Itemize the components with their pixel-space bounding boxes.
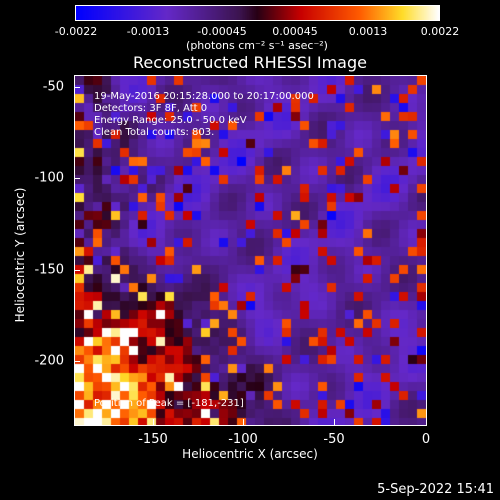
y-tick-mark <box>74 361 80 362</box>
y-tick-mark <box>74 178 80 179</box>
y-tick-mark <box>74 270 80 271</box>
info-detectors: Detectors: 3F 8F, Att 0 <box>94 103 208 114</box>
x-axis-label: Heliocentric X (arcsec) <box>182 447 318 461</box>
x-tick-mark <box>334 419 335 425</box>
info-energy-range: Energy Range: 25.0 - 50.0 keV <box>94 115 247 126</box>
rhessi-image <box>75 76 426 425</box>
x-tick-mark <box>243 419 244 425</box>
colorbar-units: (photons cm⁻² s⁻¹ asec⁻²) <box>186 39 328 52</box>
y-tick-label: -150 <box>34 262 64 278</box>
x-tick-label: -100 <box>228 432 258 447</box>
x-tick-mark <box>153 419 154 425</box>
colorbar-tick: 0.00045 <box>272 25 318 38</box>
y-axis-label: Heliocentric Y (arcsec) <box>13 187 27 323</box>
y-tick-label: -50 <box>42 79 64 95</box>
colorbar-tick: 0.0013 <box>348 25 388 38</box>
info-peak-position: Position of Peak = [-181,-231] <box>94 398 244 409</box>
plot-title: Reconstructed RHESSI Image <box>133 53 367 72</box>
colorbar-tick: -0.0022 <box>54 25 98 38</box>
colorbar-tick: -0.00045 <box>197 25 247 38</box>
plot-timestamp: 5-Sep-2022 15:41 <box>377 482 494 497</box>
y-tick-label: -100 <box>34 170 64 186</box>
plot-area <box>74 75 427 426</box>
y-tick-label: -200 <box>34 353 64 369</box>
colorbar-tick: -0.0013 <box>126 25 170 38</box>
info-clean-counts: Clean Total counts: 803. <box>94 127 215 138</box>
colorbar-tick: 0.0022 <box>420 25 460 38</box>
x-tick-label: -50 <box>323 432 345 447</box>
info-time-range: 19-May-2016 20:15:28.000 to 20:17:00.000 <box>94 91 314 102</box>
y-tick-mark <box>74 87 80 88</box>
colorbar <box>75 5 440 21</box>
x-tick-label: 0 <box>421 432 431 447</box>
x-tick-label: -150 <box>138 432 168 447</box>
